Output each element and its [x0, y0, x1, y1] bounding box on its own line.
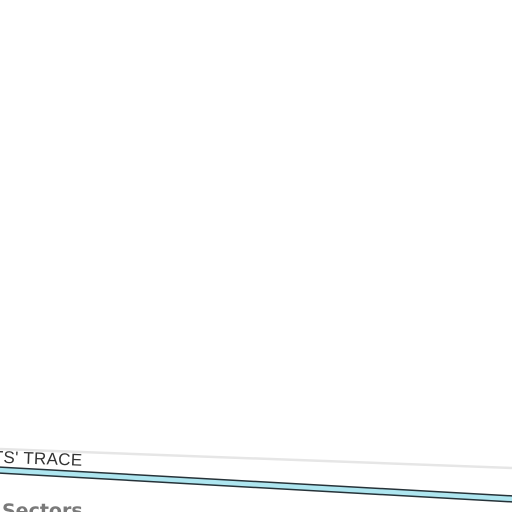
- area-label: Sectors: [2, 500, 83, 512]
- waterway: [0, 466, 512, 503]
- street-label: HTS' TRACE: [0, 447, 83, 470]
- minor-road: [0, 447, 512, 470]
